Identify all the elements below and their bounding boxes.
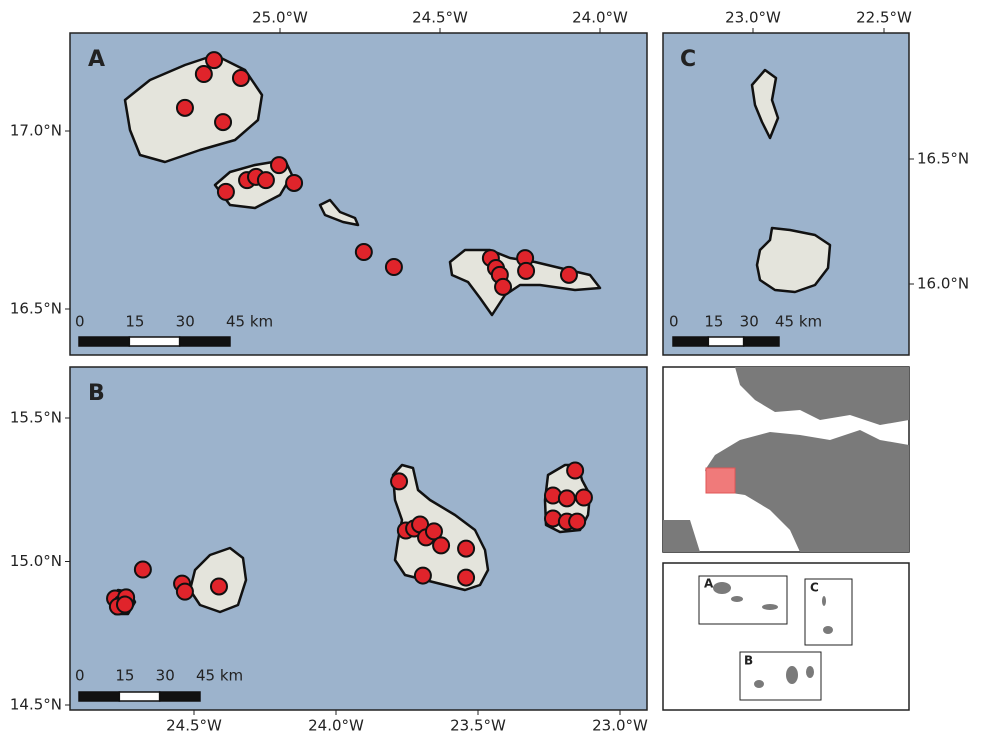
scale-segment: [79, 692, 119, 701]
scale-segment: [180, 337, 230, 346]
site-marker: [567, 463, 583, 479]
site-marker: [215, 114, 231, 130]
lon-tick-label: 24.5°W: [412, 9, 468, 27]
map-figure: A B C A B C 25.0°W 24.5°W 24.0°W 17.0°N 16.5…: [0, 0, 982, 738]
scale-segment: [129, 337, 179, 346]
site-marker: [135, 562, 151, 578]
lon-tick-label: 22.5°W: [856, 9, 912, 27]
site-marker: [495, 279, 511, 295]
site-marker: [561, 267, 577, 283]
island-mini: [823, 626, 833, 634]
site-marker: [211, 578, 227, 594]
lat-tick-label: 16.5°N: [10, 300, 62, 318]
site-marker: [569, 514, 585, 530]
scale-segment: [160, 692, 200, 701]
site-marker: [518, 263, 534, 279]
island-mini: [754, 680, 764, 688]
scale-label: 30: [156, 667, 175, 685]
site-marker: [356, 244, 372, 260]
site-marker: [258, 172, 274, 188]
panel-b-frame: [70, 367, 647, 710]
island-mini: [806, 666, 814, 678]
scale-segment: [744, 337, 779, 346]
scale-label: 0: [75, 667, 85, 685]
lon-tick-label: 24.0°W: [308, 717, 364, 735]
overview-label: B: [744, 654, 753, 668]
overview-label: A: [704, 577, 714, 591]
lat-tick-label: 15.0°N: [10, 552, 62, 570]
overview-inset: [663, 563, 909, 710]
site-marker: [177, 584, 193, 600]
lon-tick-label: 23.0°W: [725, 9, 781, 27]
island-mini: [786, 666, 798, 684]
island-mini: [713, 582, 731, 594]
site-marker: [206, 52, 222, 68]
site-marker: [386, 259, 402, 275]
scale-label: 45 km: [226, 313, 273, 331]
site-marker: [117, 597, 133, 613]
site-marker: [218, 184, 234, 200]
page: A B C A B C 25.0°W 24.5°W 24.0°W 17.0°N 16.5…: [0, 0, 982, 738]
lat-tick-label: 16.5°N: [917, 150, 969, 168]
scale-segment: [708, 337, 743, 346]
scale-label: 15: [704, 313, 723, 331]
site-marker: [415, 568, 431, 584]
panel-label: C: [680, 47, 696, 72]
island-mini: [822, 596, 826, 606]
scale-segment: [673, 337, 708, 346]
scale-label: 0: [75, 313, 85, 331]
site-marker: [458, 541, 474, 557]
site-marker: [177, 100, 193, 116]
panel-c-frame: [663, 33, 909, 355]
lon-tick-label: 25.0°W: [252, 9, 308, 27]
site-marker: [196, 66, 212, 82]
lat-tick-label: 16.0°N: [917, 275, 969, 293]
lon-tick-label: 23.0°W: [592, 717, 648, 735]
scale-label: 30: [740, 313, 759, 331]
site-marker: [391, 473, 407, 489]
scale-label: 45 km: [196, 667, 243, 685]
scale-label: 30: [176, 313, 195, 331]
scale-segment: [119, 692, 159, 701]
site-marker: [286, 175, 302, 191]
island-mini: [762, 604, 778, 610]
site-marker: [271, 157, 287, 173]
lat-tick-label: 15.5°N: [10, 409, 62, 427]
scale-label: 15: [125, 313, 144, 331]
overview-label: C: [810, 581, 819, 595]
lon-tick-label: 23.5°W: [450, 717, 506, 735]
scale-label: 0: [669, 313, 679, 331]
site-marker: [458, 570, 474, 586]
site-marker: [576, 489, 592, 505]
site-marker: [433, 537, 449, 553]
scale-label: 45 km: [775, 313, 822, 331]
scale-label: 15: [115, 667, 134, 685]
lat-tick-label: 17.0°N: [10, 122, 62, 140]
site-marker: [559, 490, 575, 506]
panel-label: B: [88, 381, 105, 406]
site-marker: [233, 70, 249, 86]
lat-tick-label: 14.5°N: [10, 696, 62, 714]
scale-segment: [79, 337, 129, 346]
lon-tick-label: 24.0°W: [572, 9, 628, 27]
study-area: [706, 468, 735, 493]
lon-tick-label: 24.5°W: [166, 717, 222, 735]
island-mini: [731, 596, 743, 602]
panel-label: A: [88, 47, 105, 72]
